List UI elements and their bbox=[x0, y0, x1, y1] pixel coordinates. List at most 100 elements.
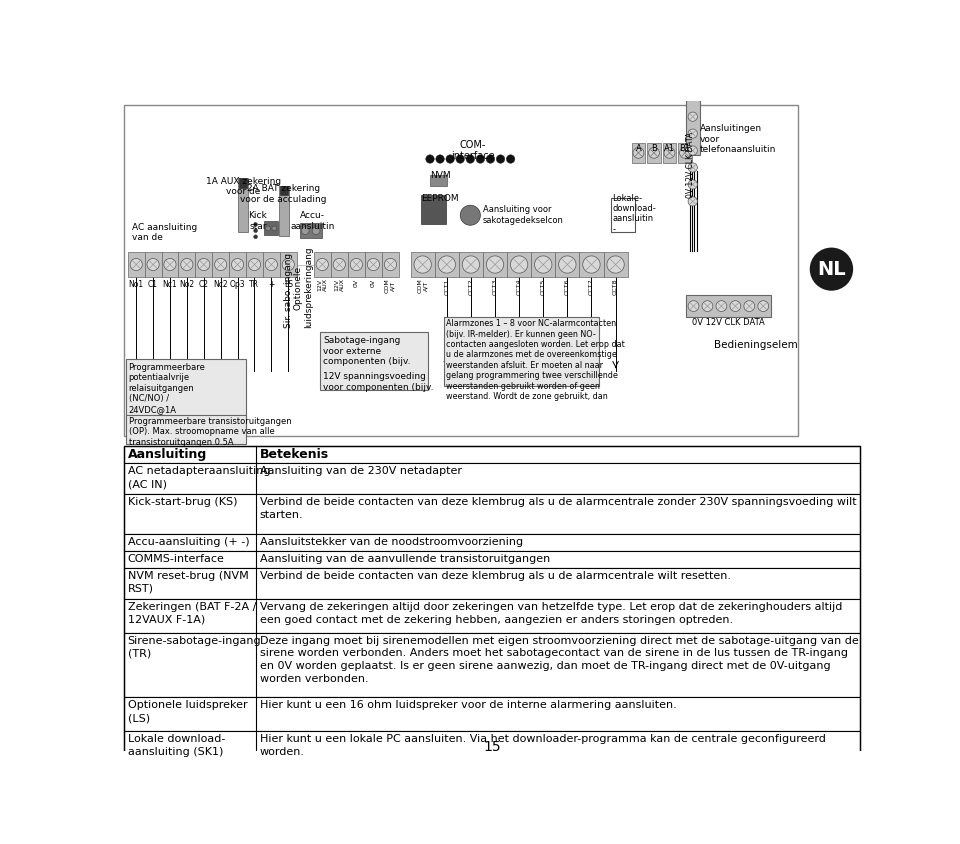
Text: Hier kunt u een 16 ohm luidspreker voor de interne alarmering aansluiten.: Hier kunt u een 16 ohm luidspreker voor … bbox=[259, 701, 676, 711]
Circle shape bbox=[425, 154, 434, 163]
Circle shape bbox=[215, 258, 227, 271]
Bar bbox=[444, 316, 599, 387]
Text: Sabotage-ingang
voor externe
componenten (bijv.: Sabotage-ingang voor externe componenten… bbox=[324, 336, 411, 366]
Bar bbox=[430, 176, 447, 186]
Bar bbox=[124, 598, 860, 633]
Text: Verbind de beide contacten van deze klembrug als u de alarmcentrale zonder 230V : Verbind de beide contacten van deze klem… bbox=[259, 497, 856, 520]
Bar bbox=[124, 446, 860, 765]
Bar bbox=[238, 178, 248, 232]
Circle shape bbox=[282, 258, 295, 271]
Bar bbox=[126, 360, 247, 436]
Bar bbox=[685, 295, 771, 316]
Text: TR: TR bbox=[250, 280, 259, 289]
Circle shape bbox=[333, 258, 346, 271]
Circle shape bbox=[688, 300, 699, 311]
Circle shape bbox=[757, 300, 769, 311]
Text: 0V 12V CLK DATA: 0V 12V CLK DATA bbox=[685, 132, 695, 198]
Circle shape bbox=[649, 148, 660, 159]
Circle shape bbox=[131, 258, 142, 271]
Text: 0V: 0V bbox=[371, 279, 376, 286]
Text: NL: NL bbox=[817, 260, 846, 279]
Circle shape bbox=[301, 227, 309, 235]
Bar bbox=[239, 178, 247, 187]
Circle shape bbox=[462, 256, 480, 273]
Text: COM-
interface: COM- interface bbox=[451, 140, 494, 161]
Text: Lokale download-
aansluiting (SK1): Lokale download- aansluiting (SK1) bbox=[128, 734, 226, 757]
Text: Accu-
aansluitin: Accu- aansluitin bbox=[290, 211, 334, 230]
Bar bbox=[124, 731, 860, 765]
Circle shape bbox=[350, 258, 363, 271]
Bar bbox=[124, 494, 860, 534]
Text: COM
A/T: COM A/T bbox=[385, 279, 396, 293]
Bar bbox=[124, 463, 860, 494]
Circle shape bbox=[180, 258, 193, 271]
Circle shape bbox=[466, 154, 474, 163]
Text: NVM: NVM bbox=[430, 170, 450, 180]
Circle shape bbox=[253, 235, 257, 239]
Bar bbox=[212, 252, 229, 277]
Bar bbox=[246, 252, 263, 277]
Bar bbox=[229, 252, 246, 277]
Text: Aansluiting van de 230V netadapter: Aansluiting van de 230V netadapter bbox=[259, 466, 462, 476]
Text: B: B bbox=[651, 143, 657, 153]
Bar bbox=[435, 252, 459, 277]
Bar bbox=[382, 252, 399, 277]
Bar bbox=[161, 252, 179, 277]
Text: Lokale-
download-
aansluitin
-: Lokale- download- aansluitin - bbox=[612, 193, 656, 234]
Text: Sirene-sabotage-ingang
(TR): Sirene-sabotage-ingang (TR) bbox=[128, 636, 261, 658]
Circle shape bbox=[688, 180, 697, 189]
Bar bbox=[320, 333, 428, 390]
Circle shape bbox=[583, 256, 600, 273]
Bar bbox=[685, 28, 700, 155]
Bar bbox=[263, 252, 279, 277]
Text: Alarmzones 1 – 8 voor NC-alarmcontacten
(bijv. IR-melder). Er kunnen geen NO-
co: Alarmzones 1 – 8 voor NC-alarmcontacten … bbox=[446, 319, 625, 401]
Bar bbox=[507, 252, 531, 277]
Text: Aansluiting: Aansluiting bbox=[128, 448, 207, 461]
Text: C1: C1 bbox=[148, 280, 158, 289]
Circle shape bbox=[559, 256, 576, 273]
Text: A1: A1 bbox=[664, 143, 675, 153]
Bar bbox=[124, 633, 860, 697]
Text: +: + bbox=[268, 280, 275, 289]
Text: Sir. sabo. ingang: Sir. sabo. ingang bbox=[283, 253, 293, 328]
Circle shape bbox=[231, 258, 244, 271]
Circle shape bbox=[688, 197, 697, 206]
Text: AC aansluiting
van de: AC aansluiting van de bbox=[132, 223, 197, 242]
Bar bbox=[331, 252, 348, 277]
Circle shape bbox=[456, 154, 465, 163]
Bar bbox=[611, 197, 636, 232]
Text: Programmeerbare
potentiaalvrije
relaisuitgangen
(NC/NO) /
24VDC@1A: Programmeerbare potentiaalvrije relaisui… bbox=[129, 363, 205, 414]
Text: Nc2: Nc2 bbox=[213, 280, 228, 289]
Text: Betekenis: Betekenis bbox=[259, 448, 328, 461]
Bar bbox=[314, 252, 331, 277]
Text: Accu-aansluiting (+ -): Accu-aansluiting (+ -) bbox=[128, 537, 250, 547]
Text: C2: C2 bbox=[199, 280, 208, 289]
Circle shape bbox=[607, 256, 624, 273]
Circle shape bbox=[253, 229, 257, 233]
Circle shape bbox=[486, 154, 494, 163]
Bar bbox=[420, 195, 445, 225]
Text: Aansluitingen
voor
telefonaansluitin: Aansluitingen voor telefonaansluitin bbox=[700, 124, 776, 154]
Text: Op3: Op3 bbox=[229, 280, 246, 289]
Bar bbox=[124, 697, 860, 731]
Bar bbox=[662, 143, 677, 163]
Bar bbox=[647, 143, 660, 163]
Text: Aansluiting van de aanvullende transistoruitgangen: Aansluiting van de aanvullende transisto… bbox=[259, 554, 550, 564]
Text: CCT6: CCT6 bbox=[564, 279, 570, 295]
Circle shape bbox=[249, 258, 260, 271]
Bar bbox=[179, 252, 195, 277]
Circle shape bbox=[253, 223, 257, 226]
Circle shape bbox=[436, 154, 444, 163]
Text: Nc1: Nc1 bbox=[162, 280, 178, 289]
Circle shape bbox=[414, 256, 431, 273]
Bar bbox=[459, 252, 483, 277]
Circle shape bbox=[164, 258, 176, 271]
Text: Aansluitstekker van de noodstroomvoorziening: Aansluitstekker van de noodstroomvoorzie… bbox=[259, 537, 522, 547]
Circle shape bbox=[688, 146, 697, 155]
Text: 0V 12V CLK DATA: 0V 12V CLK DATA bbox=[692, 318, 765, 327]
Text: CCT1: CCT1 bbox=[444, 279, 449, 295]
Circle shape bbox=[688, 163, 697, 172]
Bar bbox=[279, 252, 297, 277]
Circle shape bbox=[198, 258, 210, 271]
Circle shape bbox=[147, 258, 159, 271]
